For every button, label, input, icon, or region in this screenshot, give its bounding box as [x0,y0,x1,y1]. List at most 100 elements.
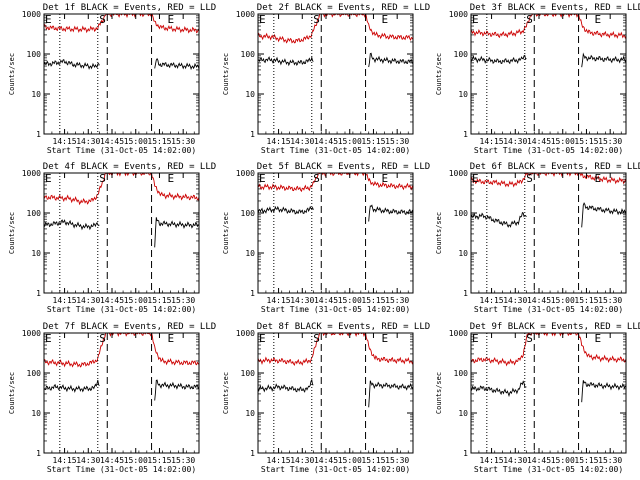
x-tick-label: 15:15 [574,456,598,465]
panel-title: Det 7f BLACK = Events, RED = LLD [43,322,216,332]
plot-frame [257,13,414,135]
x-axis-title: Start Time (31-Oct-05 14:02:00) [47,146,196,155]
series-lld-line [44,173,199,206]
plot-area [471,173,626,228]
x-tick-label: 15:30 [171,137,195,146]
y-tick-label: 10 [458,409,468,418]
y-tick-label: 1000 [22,169,41,178]
x-tick-label: 14:45 [527,137,551,146]
left-marker-label: E [259,172,266,185]
x-tick-label: 14:30 [76,137,100,146]
x-axis-title: Start Time (31-Oct-05 14:02:00) [47,465,196,474]
plot-frame [43,13,200,135]
x-tick-label: 14:45 [100,296,124,305]
plot-area [258,173,413,222]
y-tick-label: 1 [36,449,41,458]
x-axis-title: Start Time (31-Oct-05 14:02:00) [474,305,623,314]
x-axis-title: Start Time (31-Oct-05 14:02:00) [474,146,623,155]
y-tick-label: 1 [36,289,41,298]
left-marker-label: E [259,13,266,26]
x-tick-label: 15:00 [338,137,362,146]
x-tick-label: 15:15 [147,456,171,465]
x-tick-label: 15:00 [338,456,362,465]
y-tick-label: 1000 [449,329,468,338]
x-tick-label: 15:00 [551,137,575,146]
y-axis-title: Counts/sec [222,372,230,414]
plot-frame [43,172,200,294]
x-tick-label: 14:45 [100,456,124,465]
end-marker-label: E [168,332,175,345]
y-tick-label: 1 [250,289,255,298]
x-tick-label: 15:00 [338,296,362,305]
x-tick-label: 14:15 [53,137,77,146]
x-tick-label: 14:15 [480,296,504,305]
x-axis-title: Start Time (31-Oct-05 14:02:00) [261,305,410,314]
plot-area [44,173,199,248]
y-axis-title: Counts/sec [8,53,16,95]
y-tick-label: 100 [27,50,42,59]
left-marker-label: E [45,13,52,26]
x-tick-label: 14:15 [480,456,504,465]
y-tick-label: 1 [36,130,41,139]
x-tick-label: 15:00 [124,456,148,465]
y-axis-title: Counts/sec [8,212,16,254]
panel-title: Det 1f BLACK = Events, RED = LLD [43,3,216,13]
y-tick-label: 1000 [449,169,468,178]
series-events-line [258,205,314,215]
x-tick-label: 15:30 [385,137,409,146]
x-tick-label: 15:30 [385,456,409,465]
end-marker-label: E [595,172,602,185]
y-axis-title: Counts/sec [222,212,230,254]
series-events-line [154,217,199,248]
x-tick-label: 15:00 [551,456,575,465]
series-events-line [581,202,626,228]
series-events-line [154,57,199,71]
start-marker-label: S [526,172,533,185]
x-tick-label: 14:45 [527,456,551,465]
end-marker-label: E [168,13,175,26]
series-events-line [44,219,100,231]
y-tick-label: 100 [241,209,256,218]
y-tick-label: 10 [245,90,255,99]
x-tick-label: 14:45 [314,456,338,465]
y-tick-label: 10 [458,90,468,99]
y-tick-label: 100 [241,50,256,59]
x-tick-label: 14:45 [527,296,551,305]
start-marker-label: S [313,13,320,26]
x-tick-label: 14:30 [290,296,314,305]
x-tick-label: 15:00 [124,137,148,146]
x-tick-label: 14:45 [314,296,338,305]
plot-area [44,333,199,401]
left-marker-label: E [472,172,479,185]
series-lld-line [471,14,626,39]
series-events-line [258,378,314,393]
y-tick-label: 10 [31,249,41,258]
y-axis-title: Counts/sec [435,212,443,254]
x-tick-label: 14:45 [314,137,338,146]
x-tick-label: 14:15 [53,296,77,305]
plot-area [471,333,626,403]
series-lld-line [258,173,413,193]
y-tick-label: 100 [454,369,469,378]
end-marker-label: E [382,13,389,26]
start-marker-label: S [99,332,106,345]
left-marker-label: E [45,172,52,185]
series-lld-line [471,333,626,367]
y-axis-title: Counts/sec [435,372,443,414]
series-events-line [368,380,413,408]
series-events-line [581,52,626,68]
x-tick-label: 15:30 [598,137,622,146]
start-marker-label: S [526,13,533,26]
x-tick-label: 14:15 [53,456,77,465]
x-tick-label: 14:30 [290,137,314,146]
y-tick-label: 1 [250,130,255,139]
x-tick-label: 15:15 [147,296,171,305]
x-tick-label: 15:30 [171,296,195,305]
y-tick-label: 1000 [236,10,255,19]
start-marker-label: S [313,172,320,185]
y-tick-label: 1000 [236,329,255,338]
